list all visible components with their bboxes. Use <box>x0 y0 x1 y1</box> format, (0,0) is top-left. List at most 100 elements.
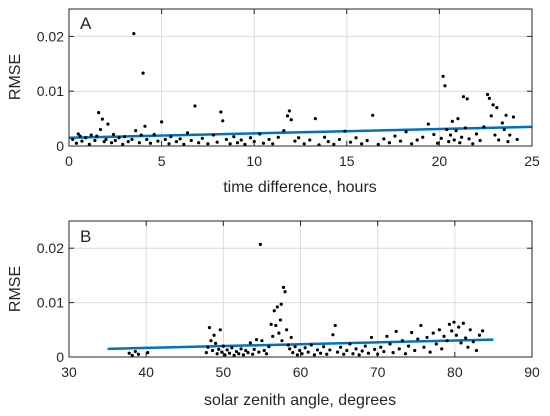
data-point <box>348 342 352 346</box>
data-point <box>212 333 216 337</box>
x-axis-label: solar zenith angle, degrees <box>204 392 396 409</box>
data-point <box>215 352 219 356</box>
data-point <box>126 140 130 144</box>
data-point <box>379 345 383 349</box>
data-point <box>385 334 389 338</box>
data-point <box>388 342 392 346</box>
data-point <box>167 142 171 146</box>
data-point <box>289 335 293 340</box>
x-tick-label: 70 <box>370 364 386 380</box>
data-point <box>474 132 479 136</box>
data-point <box>466 345 470 349</box>
data-point <box>345 348 349 353</box>
grid <box>69 9 532 146</box>
data-point <box>145 137 149 142</box>
data-point <box>261 141 266 145</box>
data-point <box>382 349 386 354</box>
data-point <box>267 345 271 349</box>
scatter-points <box>71 32 519 147</box>
data-point <box>189 138 193 143</box>
data-point <box>439 136 443 140</box>
y-axis-label: RMSE <box>7 266 24 312</box>
data-point <box>306 350 310 354</box>
data-point <box>232 135 236 139</box>
data-point <box>271 142 275 146</box>
x-tick-label: 40 <box>138 364 154 380</box>
data-point <box>406 344 411 348</box>
data-point <box>425 335 429 340</box>
data-point <box>224 137 229 142</box>
data-point <box>467 137 471 141</box>
data-point <box>215 140 219 144</box>
data-point <box>74 141 79 145</box>
data-point <box>447 140 451 144</box>
data-point <box>152 132 156 137</box>
data-point <box>275 305 279 309</box>
data-point <box>121 142 125 146</box>
fit-line <box>68 125 533 140</box>
data-point <box>450 119 454 123</box>
data-point <box>471 340 475 344</box>
fit-line-group <box>68 125 533 140</box>
data-point <box>95 134 99 138</box>
data-point <box>318 351 323 355</box>
data-point <box>333 323 337 328</box>
data-point <box>461 95 466 99</box>
data-point <box>493 133 497 137</box>
data-point <box>286 343 290 347</box>
data-point <box>397 347 401 351</box>
data-point <box>214 341 218 345</box>
data-point <box>416 337 420 341</box>
data-point <box>393 134 397 138</box>
data-point <box>97 110 101 115</box>
y-tick-label: 0 <box>56 349 64 365</box>
data-point <box>363 344 367 348</box>
data-point <box>130 137 134 142</box>
data-point <box>326 140 330 144</box>
data-point <box>234 349 239 354</box>
y-tick-label: 0.02 <box>37 28 64 44</box>
data-point <box>106 122 110 126</box>
data-point <box>113 138 117 143</box>
data-point <box>174 140 179 144</box>
data-point <box>248 136 253 140</box>
data-point <box>111 132 116 137</box>
data-point <box>211 133 216 137</box>
axis-ticks: 30 40 50 60 70 80 90 0 0.01 0.02 <box>37 221 540 380</box>
data-point <box>274 323 278 328</box>
data-point <box>315 348 320 352</box>
data-point <box>258 242 262 246</box>
data-point <box>458 141 462 145</box>
data-point <box>445 339 449 343</box>
data-point <box>415 138 419 142</box>
data-point <box>76 132 80 136</box>
data-point <box>169 135 173 139</box>
data-point <box>100 117 104 121</box>
data-point <box>185 131 190 135</box>
data-point <box>143 124 147 128</box>
x-tick-label: 60 <box>293 364 309 380</box>
data-point <box>410 142 414 146</box>
data-point <box>354 347 358 351</box>
data-point <box>426 122 430 126</box>
panel-b: 30 40 50 60 70 80 90 0 0.01 0.02 B solar zenith a… <box>7 220 540 409</box>
data-point <box>122 135 127 139</box>
data-point <box>297 136 301 140</box>
data-point <box>454 333 458 337</box>
x-tick-label: 25 <box>524 153 540 169</box>
data-point <box>220 350 224 354</box>
data-point <box>98 127 103 132</box>
data-point <box>360 142 364 146</box>
data-point <box>448 133 453 137</box>
data-point <box>463 126 467 130</box>
data-point <box>246 351 250 355</box>
data-point <box>207 326 212 330</box>
data-point <box>241 353 245 357</box>
data-point <box>465 97 469 101</box>
data-point <box>160 120 164 124</box>
data-point <box>434 342 438 346</box>
data-point <box>218 328 222 332</box>
x-tick-label: 30 <box>61 364 77 380</box>
data-point <box>204 351 208 355</box>
data-point <box>182 142 186 146</box>
